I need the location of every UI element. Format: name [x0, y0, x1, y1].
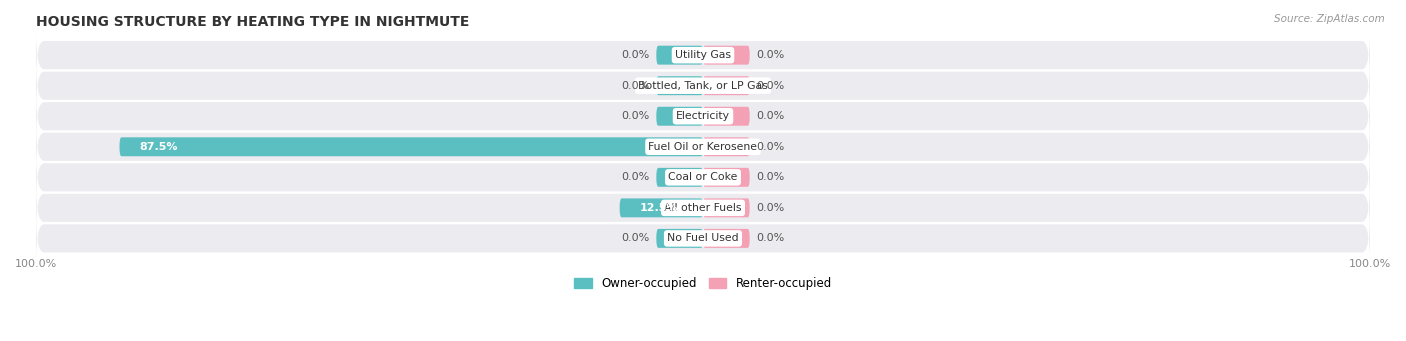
Text: 0.0%: 0.0%: [621, 172, 650, 182]
FancyBboxPatch shape: [703, 46, 749, 65]
FancyBboxPatch shape: [657, 107, 703, 126]
Text: 0.0%: 0.0%: [756, 203, 785, 213]
FancyBboxPatch shape: [37, 185, 1369, 231]
Text: 0.0%: 0.0%: [756, 172, 785, 182]
Text: Source: ZipAtlas.com: Source: ZipAtlas.com: [1274, 14, 1385, 24]
FancyBboxPatch shape: [37, 32, 1369, 78]
FancyBboxPatch shape: [120, 137, 703, 156]
Text: HOUSING STRUCTURE BY HEATING TYPE IN NIGHTMUTE: HOUSING STRUCTURE BY HEATING TYPE IN NIG…: [37, 15, 470, 29]
FancyBboxPatch shape: [37, 155, 1369, 200]
FancyBboxPatch shape: [37, 124, 1369, 169]
Text: 0.0%: 0.0%: [756, 81, 785, 91]
FancyBboxPatch shape: [703, 107, 749, 126]
Text: 0.0%: 0.0%: [621, 50, 650, 60]
Text: 0.0%: 0.0%: [621, 81, 650, 91]
FancyBboxPatch shape: [37, 216, 1369, 261]
Text: All other Fuels: All other Fuels: [664, 203, 742, 213]
Text: 0.0%: 0.0%: [621, 111, 650, 121]
Text: 87.5%: 87.5%: [139, 142, 179, 152]
FancyBboxPatch shape: [620, 198, 703, 217]
FancyBboxPatch shape: [703, 168, 749, 187]
Text: 0.0%: 0.0%: [756, 142, 785, 152]
Text: 0.0%: 0.0%: [756, 50, 785, 60]
FancyBboxPatch shape: [657, 229, 703, 248]
FancyBboxPatch shape: [703, 137, 749, 156]
FancyBboxPatch shape: [37, 94, 1369, 139]
Text: 12.5%: 12.5%: [640, 203, 678, 213]
FancyBboxPatch shape: [657, 46, 703, 65]
Text: Fuel Oil or Kerosene: Fuel Oil or Kerosene: [648, 142, 758, 152]
FancyBboxPatch shape: [37, 63, 1369, 108]
Text: 0.0%: 0.0%: [621, 233, 650, 243]
Text: No Fuel Used: No Fuel Used: [668, 233, 738, 243]
FancyBboxPatch shape: [657, 76, 703, 95]
Text: 0.0%: 0.0%: [756, 111, 785, 121]
FancyBboxPatch shape: [703, 229, 749, 248]
FancyBboxPatch shape: [703, 198, 749, 217]
Text: Coal or Coke: Coal or Coke: [668, 172, 738, 182]
Text: Electricity: Electricity: [676, 111, 730, 121]
FancyBboxPatch shape: [703, 76, 749, 95]
Text: Utility Gas: Utility Gas: [675, 50, 731, 60]
FancyBboxPatch shape: [657, 168, 703, 187]
Text: Bottled, Tank, or LP Gas: Bottled, Tank, or LP Gas: [638, 81, 768, 91]
Text: 0.0%: 0.0%: [756, 233, 785, 243]
Legend: Owner-occupied, Renter-occupied: Owner-occupied, Renter-occupied: [569, 272, 837, 295]
